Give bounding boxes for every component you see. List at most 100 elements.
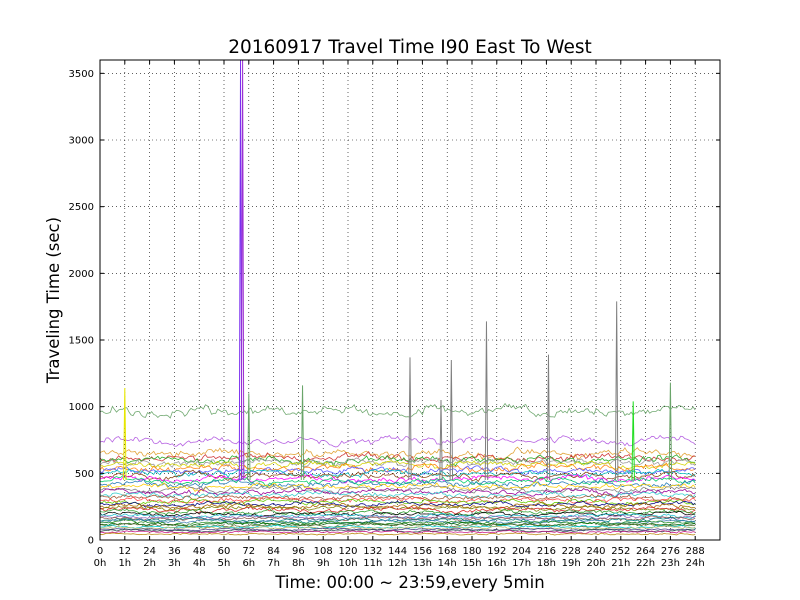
x-tick-label: 108 (314, 546, 333, 557)
series-line (100, 454, 696, 467)
series-line (100, 527, 696, 532)
x-tick-hour-label: 2h (143, 558, 156, 569)
series-line (100, 456, 696, 469)
series-line (100, 495, 696, 504)
x-tick-label: 24 (143, 546, 156, 557)
y-tick-label: 500 (75, 469, 94, 480)
series-line (100, 521, 696, 528)
y-axis-label: Traveling Time (sec) (44, 217, 63, 384)
x-tick-label: 168 (438, 546, 457, 557)
x-tick-label: 132 (363, 546, 382, 557)
y-tick-label: 3500 (69, 69, 94, 80)
series-line (100, 484, 696, 495)
x-tick-label: 204 (512, 546, 531, 557)
series-line (100, 402, 696, 419)
x-tick-hour-label: 12h (388, 558, 407, 569)
x-tick-label: 228 (562, 546, 581, 557)
series-line (100, 460, 696, 474)
x-tick-hour-label: 8h (292, 558, 305, 569)
spike-line (614, 301, 619, 481)
series-line (100, 446, 696, 460)
y-tick-label: 2500 (69, 202, 94, 213)
x-tick-hour-label: 20h (586, 558, 605, 569)
x-tick-hour-label: 23h (661, 558, 680, 569)
series-line (100, 500, 696, 508)
series-line (100, 478, 696, 489)
x-tick-label: 240 (586, 546, 605, 557)
x-tick-hour-label: 16h (487, 558, 506, 569)
series-layer (100, 60, 696, 536)
x-tick-hour-label: 11h (363, 558, 382, 569)
x-tick-hour-label: 3h (168, 558, 181, 569)
x-tick-hour-label: 13h (413, 558, 432, 569)
series-line (100, 510, 696, 518)
y-tick-label: 3000 (69, 136, 94, 147)
x-axis-label: Time: 00:00 ~ 23:59,every 5min (274, 573, 544, 592)
x-tick-label: 12 (118, 546, 131, 557)
x-tick-hour-label: 5h (218, 558, 231, 569)
series-line (100, 451, 696, 465)
y-tick-label: 0 (88, 536, 94, 547)
x-tick-hour-label: 15h (462, 558, 481, 569)
x-tick-hour-label: 17h (512, 558, 531, 569)
series-line (100, 473, 696, 484)
series-line (100, 487, 696, 498)
series-line (100, 506, 696, 515)
x-tick-label: 216 (537, 546, 556, 557)
series-line (100, 489, 696, 499)
x-tick-label: 84 (267, 546, 280, 557)
series-line (100, 460, 696, 471)
x-tick-label: 60 (218, 546, 231, 557)
x-tick-hour-label: 7h (267, 558, 280, 569)
x-tick-label: 72 (242, 546, 255, 557)
series-line (100, 434, 696, 448)
x-tick-hour-label: 21h (611, 558, 630, 569)
series-line (100, 475, 696, 488)
series-line (100, 481, 696, 493)
x-tick-label: 96 (292, 546, 305, 557)
series-line (100, 532, 696, 536)
x-tick-hour-label: 1h (118, 558, 131, 569)
x-tick-label: 48 (193, 546, 206, 557)
spike-line (300, 385, 305, 481)
series-line (100, 529, 696, 534)
spike-line (408, 357, 412, 481)
series-line (100, 469, 696, 483)
spike-line (247, 393, 251, 481)
x-tick-label: 180 (462, 546, 481, 557)
x-tick-label: 288 (686, 546, 705, 557)
x-tick-label: 192 (487, 546, 506, 557)
series-line (100, 498, 696, 507)
x-tick-label: 252 (611, 546, 630, 557)
x-tick-label: 264 (636, 546, 655, 557)
y-tick-label: 1000 (69, 402, 94, 413)
x-tick-hour-label: 24h (686, 558, 705, 569)
x-tick-label: 144 (388, 546, 407, 557)
series-line (100, 501, 696, 511)
y-tick-label: 2000 (69, 269, 94, 280)
x-tick-hour-label: 22h (636, 558, 655, 569)
series-line (100, 525, 696, 531)
x-tick-hour-label: 10h (338, 558, 357, 569)
series-line (100, 518, 696, 525)
x-tick-hour-label: 14h (438, 558, 457, 569)
x-tick-label: 276 (661, 546, 680, 557)
series-line (100, 522, 696, 529)
x-tick-label: 36 (168, 546, 181, 557)
spike-line (240, 60, 245, 481)
series-line (100, 528, 696, 533)
x-tick-hour-label: 9h (317, 558, 330, 569)
x-tick-hour-label: 19h (562, 558, 581, 569)
x-tick-hour-label: 6h (242, 558, 255, 569)
x-tick-hour-label: 18h (537, 558, 556, 569)
x-tick-label: 156 (413, 546, 432, 557)
x-tick-hour-label: 4h (193, 558, 206, 569)
chart-title: 20160917 Travel Time I90 East To West (228, 37, 592, 58)
spike-line (449, 359, 454, 481)
x-tick-label: 0 (97, 546, 103, 557)
series-line (100, 514, 696, 521)
series-line (100, 493, 696, 503)
plot-frame (99, 59, 721, 541)
